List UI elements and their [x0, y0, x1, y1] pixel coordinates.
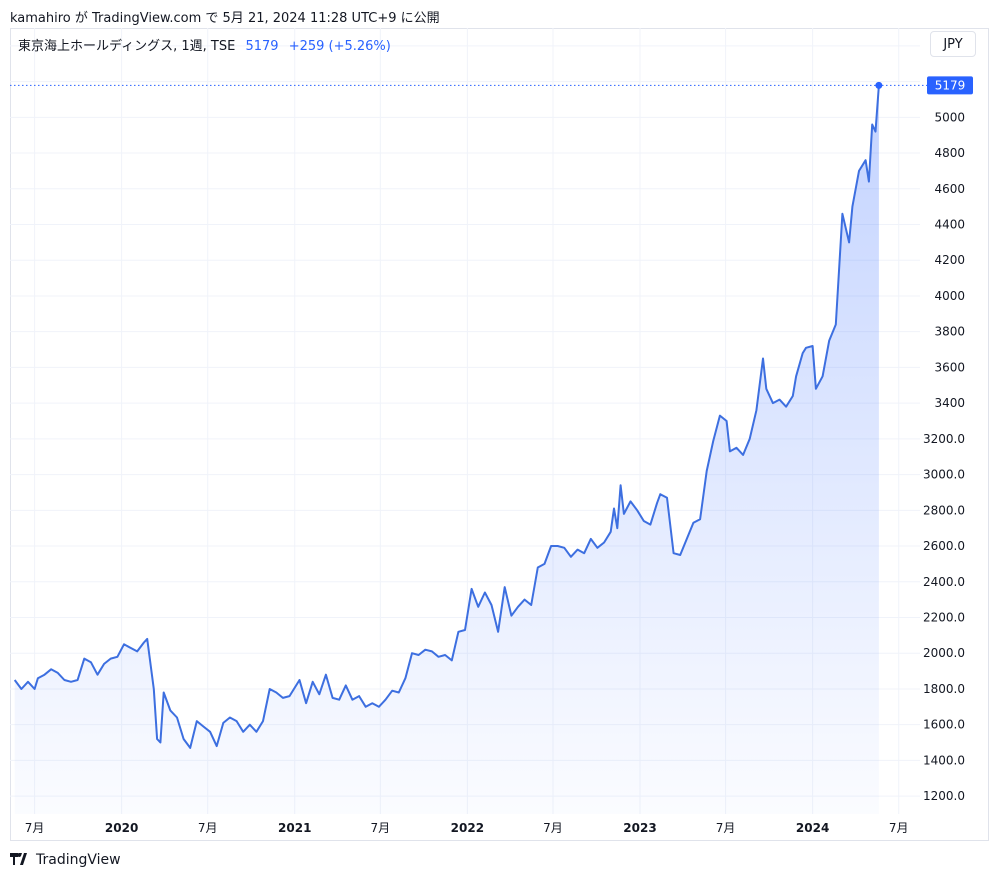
footer-logo-text: TradingView: [36, 852, 121, 868]
time-tick-label: 2023: [623, 821, 656, 835]
price-tick-label: 3000.0: [923, 468, 965, 482]
price-tick-label: 2400.0: [923, 575, 965, 589]
price-tick-label: 1400.0: [923, 753, 965, 767]
price-tick-label: 3400: [934, 396, 965, 410]
last-price-value: 5179: [245, 39, 279, 54]
symbol-legend[interactable]: 東京海上ホールディングス, 1週, TSE 5179 +259 (+5.26%): [18, 35, 391, 54]
symbol-title: 東京海上ホールディングス, 1週, TSE: [18, 39, 236, 54]
last-price-tag-box: [927, 76, 973, 95]
tradingview-logo-icon: [10, 851, 30, 869]
price-tick-label: 1600.0: [923, 718, 965, 732]
time-tick-label: 7月: [198, 821, 218, 835]
price-tick-label: 2600.0: [923, 539, 965, 553]
price-tick-label: 3600: [934, 360, 965, 374]
price-tick-label: 4000: [934, 289, 965, 303]
time-tick-label: 2024: [796, 821, 829, 835]
last-price-tag-label: 5179: [935, 78, 966, 92]
price-change: +259 (+5.26%): [288, 39, 391, 54]
tradingview-footer[interactable]: TradingView: [10, 851, 121, 869]
price-line[interactable]: [13, 85, 880, 749]
chart-frame: [10, 28, 989, 841]
price-tick-label: 4400: [934, 218, 965, 232]
publish-caption: kamahiro が TradingView.com で 5月 21, 2024…: [10, 11, 440, 26]
time-axis[interactable]: 7月 2020 7月 2021 7月 2022 7月 2023 7月 2024 7月: [25, 821, 909, 835]
price-area-fill: [14, 85, 879, 815]
price-axis[interactable]: 1200.0 1400.0 1600.0 1800.0 2000.0 2200.0 2400…: [923, 39, 965, 803]
time-tick-label: 2020: [105, 821, 138, 835]
time-tick-label: 2022: [451, 821, 484, 835]
price-tick-label: 5000: [934, 110, 965, 124]
price-tick-label: 2000.0: [923, 646, 965, 660]
currency-button[interactable]: JPY: [930, 31, 976, 57]
price-tick-label: 4200: [934, 253, 965, 267]
price-tick-label: 1200.0: [923, 789, 965, 803]
time-tick-label: 7月: [371, 821, 391, 835]
last-price-tag: 5179: [927, 76, 973, 95]
price-tick-label: 1800.0: [923, 682, 965, 696]
price-tick-label: 2200.0: [923, 611, 965, 625]
time-tick-label: 7月: [889, 821, 909, 835]
last-price-marker[interactable]: [875, 81, 883, 89]
price-tick-label: 4800: [934, 146, 965, 160]
price-tick-label: 3800: [934, 325, 965, 339]
time-tick-label: 7月: [716, 821, 736, 835]
time-tick-label: 7月: [25, 821, 45, 835]
time-tick-label: 2021: [278, 821, 311, 835]
time-tick-label: 7月: [543, 821, 563, 835]
price-tick-label: 3200.0: [923, 432, 965, 446]
price-tick-label: 4600: [934, 182, 965, 196]
price-tick-label: 2800.0: [923, 503, 965, 517]
